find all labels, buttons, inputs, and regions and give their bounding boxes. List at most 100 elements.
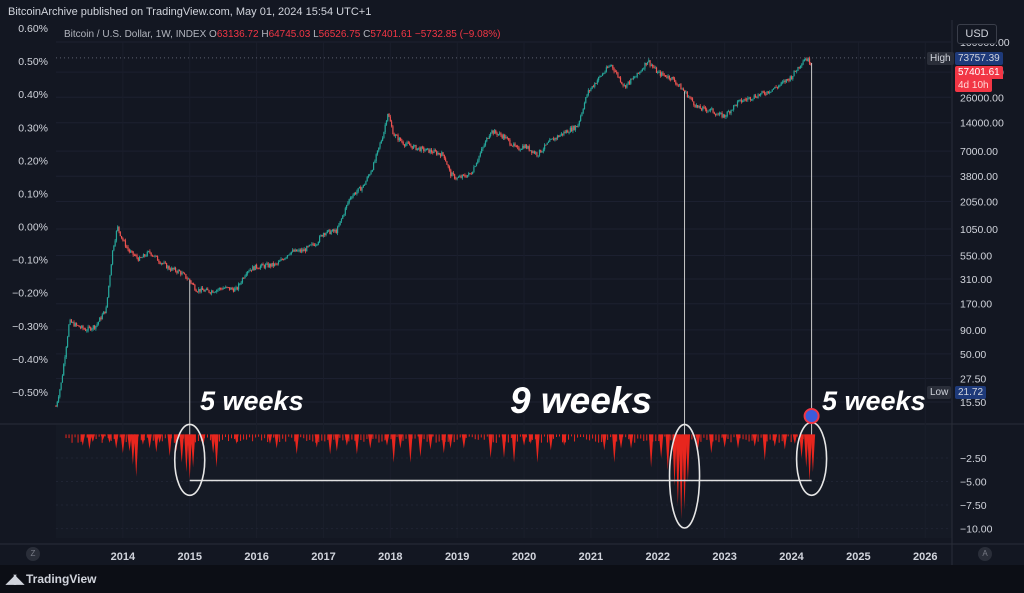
candle-body — [64, 356, 66, 365]
histogram-bar — [802, 434, 804, 439]
candle-body — [682, 88, 685, 91]
histogram-bar — [152, 434, 154, 441]
histogram-bar — [384, 434, 386, 441]
candle-body — [142, 254, 145, 258]
histogram-bar — [504, 434, 506, 442]
annotation-label: 5 weeks — [200, 386, 304, 416]
candle-body — [219, 288, 222, 289]
candle-body — [124, 240, 127, 247]
candle-body — [147, 251, 150, 252]
histogram-bar — [772, 434, 778, 447]
candle-body — [753, 95, 755, 99]
candle-body — [758, 94, 760, 96]
candle-body — [653, 66, 655, 69]
histogram-bar — [146, 434, 148, 438]
candle-body — [150, 252, 152, 256]
candle-body — [581, 112, 583, 117]
histogram-bar — [315, 434, 317, 443]
candle-body — [348, 199, 350, 203]
candle-body — [364, 184, 366, 186]
tradingview-logo[interactable]: ◢◣ TradingView — [6, 571, 96, 587]
candle-body — [86, 330, 88, 332]
candle-body — [81, 325, 83, 328]
candle-body — [133, 254, 136, 256]
candle-body — [689, 96, 691, 98]
histogram-bar — [799, 434, 804, 458]
candle-body — [436, 151, 438, 155]
candle-body — [290, 251, 292, 255]
auto-scale-button[interactable]: A — [978, 547, 992, 561]
candle-body — [369, 174, 371, 176]
candle-body — [185, 274, 187, 279]
candle-body — [126, 246, 128, 248]
high-tag-value: 73757.39 — [955, 52, 1003, 65]
histogram-bar — [453, 434, 455, 443]
histogram-bar — [167, 434, 172, 457]
histogram-bar — [188, 434, 190, 439]
candle-body — [549, 139, 551, 142]
histogram-bar — [179, 434, 181, 441]
candle-body — [135, 255, 137, 257]
histogram-bar — [140, 434, 142, 441]
candle-body — [569, 127, 571, 133]
candle-body — [538, 149, 541, 156]
price-tick-label: 27.50 — [960, 373, 986, 385]
currency-button[interactable]: USD — [957, 24, 997, 44]
candle-body — [414, 145, 416, 146]
zoom-button[interactable]: Z — [26, 547, 40, 561]
candle-body — [532, 151, 534, 153]
candle-body — [695, 105, 697, 107]
histogram-bar — [492, 434, 494, 443]
candle-body — [108, 285, 110, 298]
candle-body — [272, 262, 274, 266]
candle-body — [205, 288, 208, 291]
candle-body — [514, 143, 516, 146]
candle-body — [614, 71, 616, 73]
candle-body — [490, 132, 492, 136]
candle-body — [396, 134, 398, 136]
histogram-bar — [574, 434, 576, 442]
histogram-bar — [173, 434, 175, 443]
candle-body — [114, 240, 116, 246]
histogram-bar — [423, 434, 425, 440]
histogram-bar — [543, 434, 545, 437]
candle-body — [757, 94, 759, 98]
histogram-bar — [309, 434, 311, 440]
candle-body — [654, 67, 656, 69]
candle-body — [769, 92, 771, 93]
histogram-bar — [646, 434, 648, 441]
histogram-bar — [742, 434, 744, 440]
event-badge-icon — [803, 408, 820, 424]
candle-body — [167, 266, 169, 269]
histogram-bar — [360, 434, 362, 441]
candle-body — [644, 63, 646, 69]
histogram-bar — [682, 434, 684, 437]
candle-body — [420, 146, 422, 152]
candle-body — [564, 131, 566, 133]
candle-body — [248, 271, 250, 272]
percent-tick-label: 0.20% — [18, 155, 48, 167]
candle-body — [137, 257, 139, 261]
candle-body — [199, 289, 201, 292]
candle-body — [545, 144, 547, 146]
candle-body — [140, 257, 142, 258]
histogram-bar — [143, 434, 145, 441]
candle-body — [468, 173, 470, 176]
candle-body — [684, 90, 686, 92]
candle-body — [646, 61, 649, 65]
histogram-bar — [486, 434, 488, 437]
candle-body — [288, 254, 290, 256]
candle-body — [554, 137, 556, 141]
candle-body — [610, 65, 613, 66]
candle-body — [411, 146, 413, 149]
histogram-bar — [342, 434, 344, 441]
candle-body — [353, 192, 355, 195]
candle-body — [546, 142, 548, 145]
histogram-bar — [426, 434, 428, 442]
candle-body — [601, 73, 604, 76]
candle-body — [393, 134, 395, 137]
candle-body — [533, 151, 535, 154]
candle-body — [208, 290, 210, 293]
series-legend[interactable]: Bitcoin / U.S. Dollar, 1W, INDEX O63136.… — [64, 29, 501, 40]
candle-body — [625, 85, 627, 88]
